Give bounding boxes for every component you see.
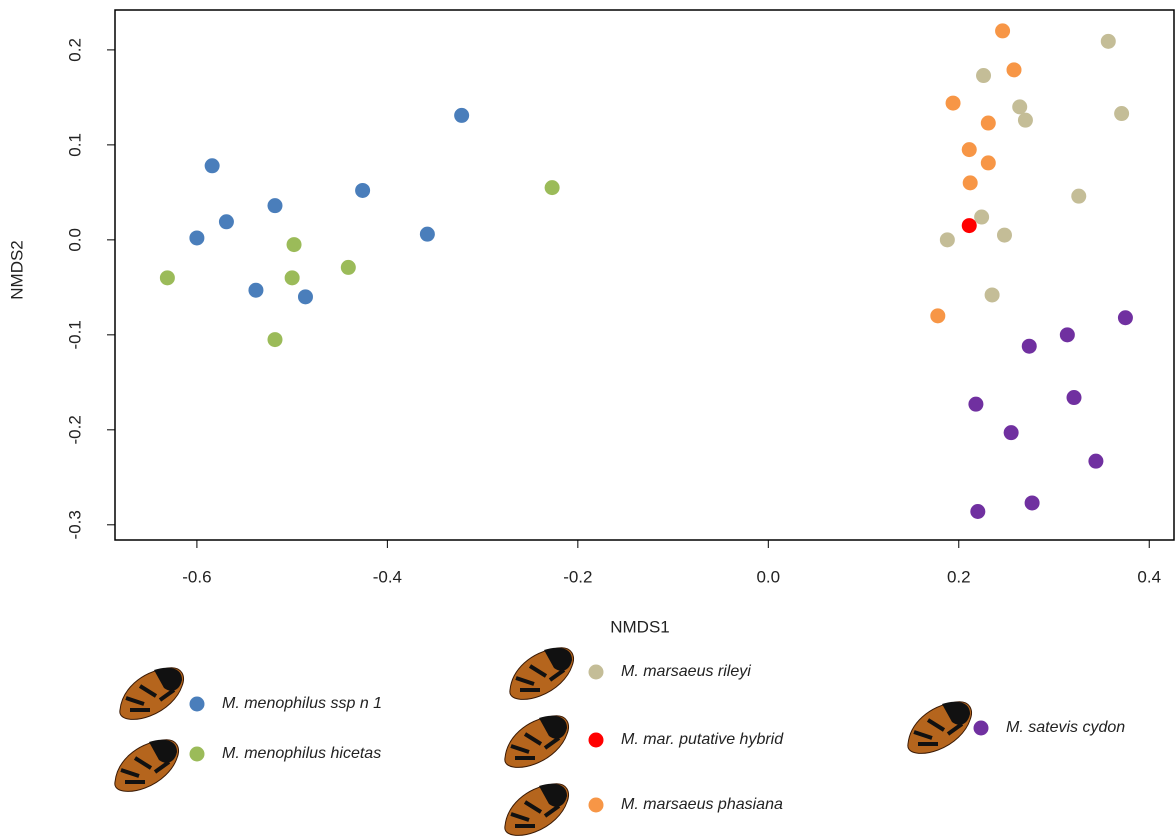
legend-marker <box>588 732 604 748</box>
y-axis-label: NMDS2 <box>7 240 26 300</box>
y-tick-label: 0.1 <box>65 133 84 157</box>
point <box>961 142 977 158</box>
y-tick-label: -0.2 <box>65 415 84 444</box>
point <box>974 209 990 225</box>
point <box>980 155 996 171</box>
x-tick-label: -0.2 <box>563 567 592 586</box>
point <box>267 198 283 214</box>
point <box>355 182 371 198</box>
x-tick-label: -0.6 <box>182 567 211 586</box>
point <box>1003 425 1019 441</box>
butterfly-icon <box>117 665 186 722</box>
legend-label: M. mar. putative hybrid <box>621 731 784 748</box>
point <box>1100 33 1116 49</box>
point <box>218 214 234 230</box>
legend-marker <box>189 696 205 712</box>
point <box>1012 99 1028 115</box>
butterfly-icon <box>905 699 974 756</box>
legend-label: M. menophilus ssp n 1 <box>222 695 382 712</box>
legend-label: M. menophilus hicetas <box>222 745 381 762</box>
y-tick-label: -0.1 <box>65 320 84 349</box>
point <box>945 95 961 111</box>
legend-label: M. satevis cydon <box>1006 719 1125 736</box>
legend-marker <box>588 664 604 680</box>
x-tick-label: -0.4 <box>373 567 402 586</box>
point <box>970 504 986 520</box>
x-tick-label: 0.0 <box>756 567 780 586</box>
butterfly-icon <box>502 713 571 770</box>
butterfly-icon <box>507 645 576 702</box>
point <box>189 230 205 246</box>
point <box>968 396 984 412</box>
point <box>1059 327 1075 343</box>
point <box>1024 495 1040 511</box>
y-tick-label: 0.2 <box>65 38 84 62</box>
point <box>1017 112 1033 128</box>
point <box>961 218 977 234</box>
point <box>976 68 992 84</box>
point <box>286 237 302 253</box>
point <box>980 115 996 131</box>
point <box>930 308 946 324</box>
point <box>995 23 1011 39</box>
x-axis-label: NMDS1 <box>610 617 670 636</box>
plot-frame <box>114 9 1175 541</box>
point <box>159 270 175 286</box>
point <box>1088 453 1104 469</box>
point <box>1066 390 1082 406</box>
point <box>297 289 313 305</box>
point <box>248 282 264 298</box>
x-tick-label: 0.2 <box>947 567 971 586</box>
butterfly-icon <box>502 781 571 837</box>
x-tick-label: 0.4 <box>1137 567 1161 586</box>
point <box>984 287 1000 303</box>
point <box>1071 188 1087 204</box>
point <box>1021 338 1037 354</box>
legend-label: M. marsaeus rileyi <box>621 663 751 680</box>
point <box>340 259 356 275</box>
y-tick-label: 0.0 <box>65 228 84 252</box>
point <box>204 158 220 174</box>
point <box>419 226 435 242</box>
point <box>939 232 955 248</box>
point <box>1114 106 1130 122</box>
y-tick-label: -0.3 <box>65 510 84 539</box>
legend-marker <box>588 797 604 813</box>
point <box>1006 62 1022 78</box>
legend-marker <box>189 746 205 762</box>
point <box>454 107 470 123</box>
butterfly-icon <box>112 737 181 794</box>
point <box>544 180 560 196</box>
legend-marker <box>973 720 989 736</box>
legend-label: M. marsaeus phasiana <box>621 796 783 813</box>
point <box>284 270 300 286</box>
point <box>1117 310 1133 326</box>
point <box>962 175 978 191</box>
point <box>996 227 1012 243</box>
point <box>267 332 283 348</box>
